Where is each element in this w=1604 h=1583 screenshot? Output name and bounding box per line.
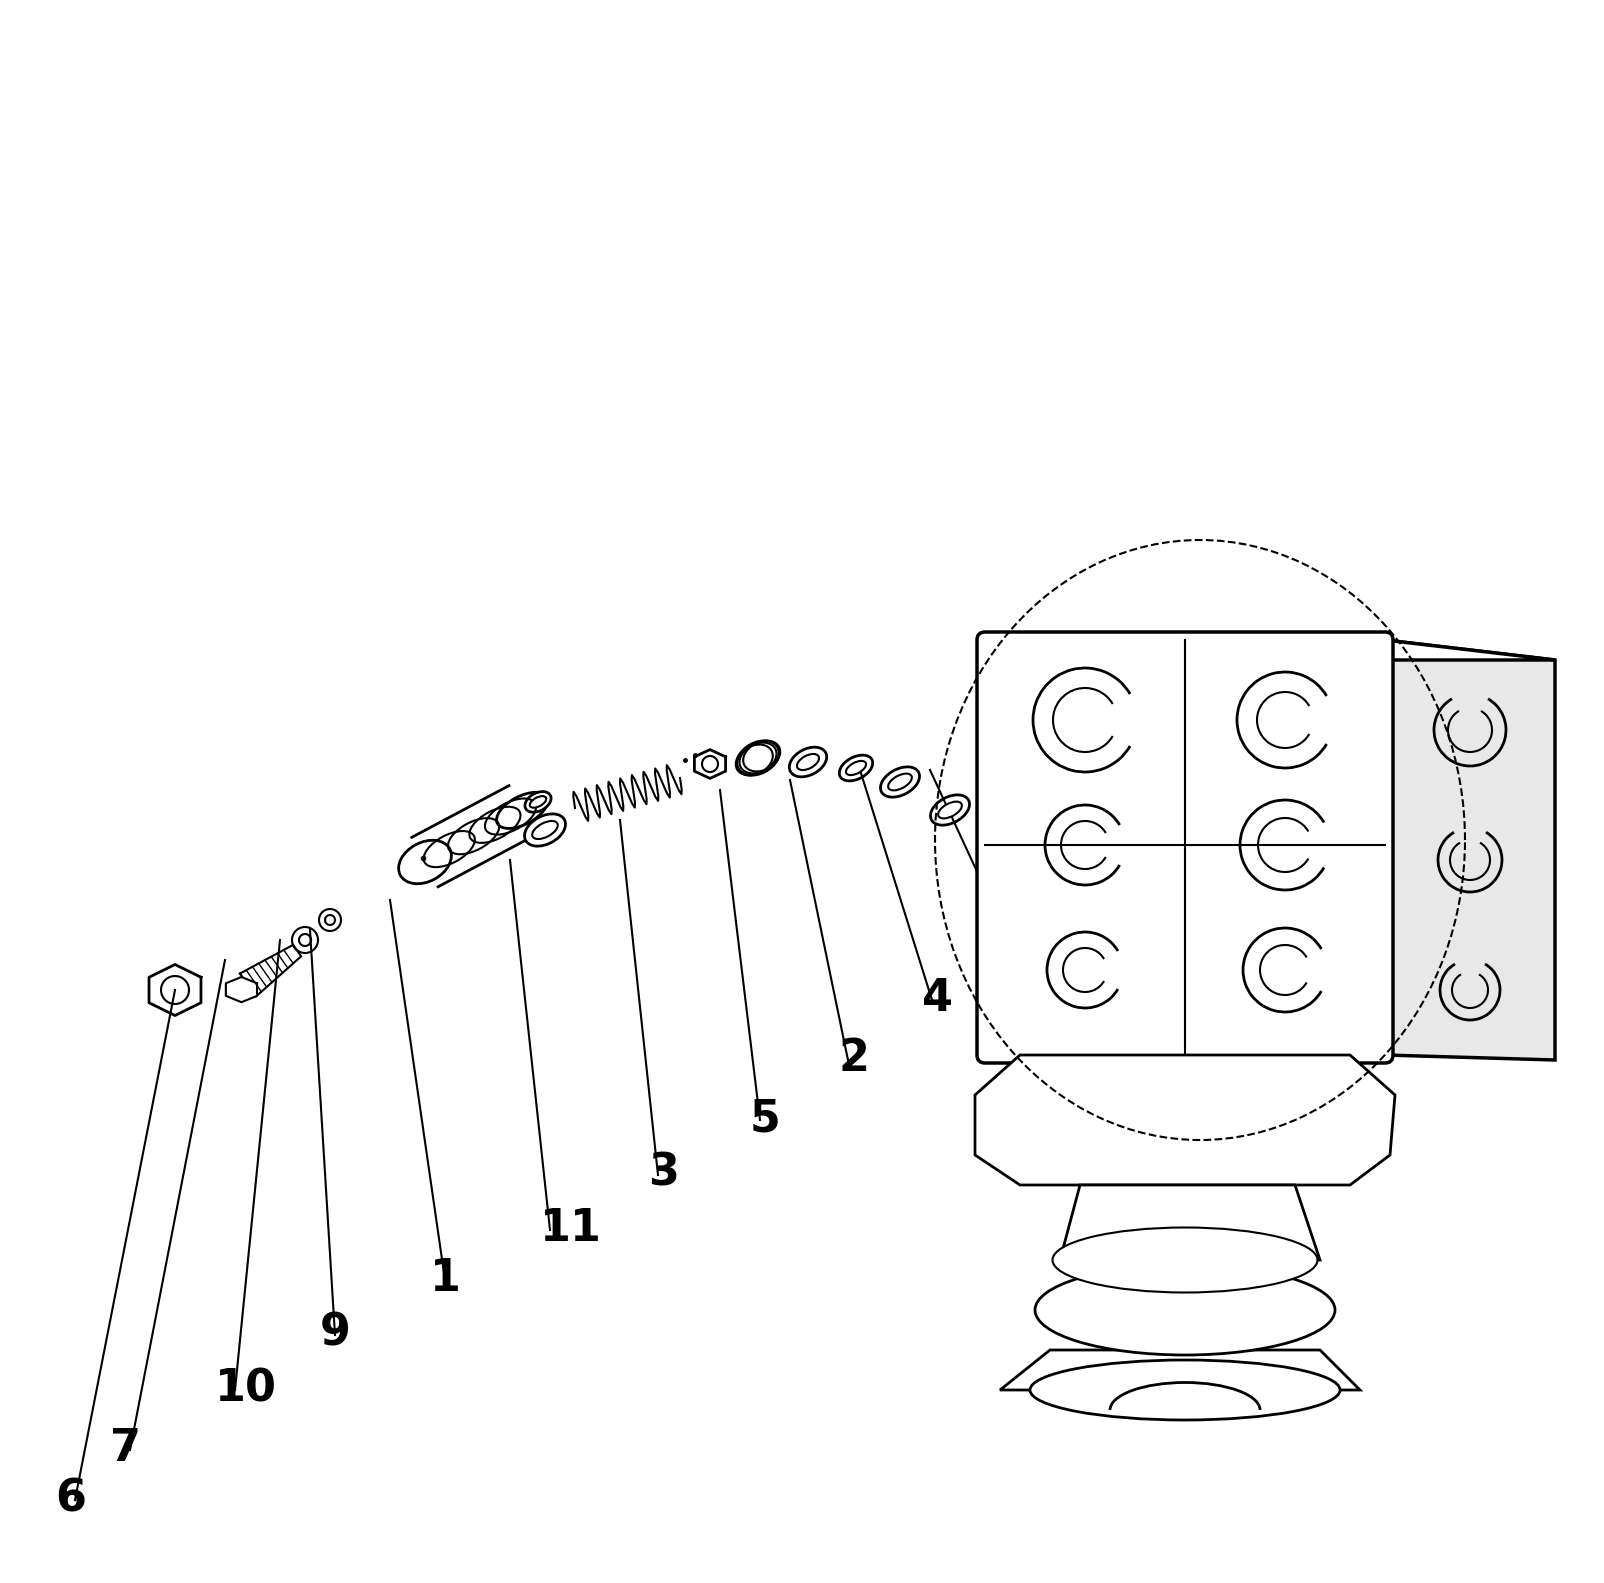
Ellipse shape — [839, 755, 873, 780]
Ellipse shape — [525, 792, 552, 812]
Polygon shape — [1060, 1186, 1320, 1260]
Polygon shape — [985, 640, 1554, 660]
Ellipse shape — [845, 761, 866, 776]
Text: 11: 11 — [541, 1206, 602, 1251]
Text: 8: 8 — [999, 907, 1031, 950]
Ellipse shape — [789, 747, 826, 777]
Polygon shape — [695, 750, 725, 779]
Text: 12: 12 — [1044, 845, 1107, 888]
Ellipse shape — [399, 841, 451, 883]
Ellipse shape — [1052, 1227, 1317, 1292]
Polygon shape — [241, 945, 302, 996]
Polygon shape — [412, 785, 536, 886]
Text: 10: 10 — [215, 1368, 277, 1410]
Text: 1: 1 — [430, 1257, 460, 1300]
Text: 6: 6 — [55, 1477, 87, 1520]
Ellipse shape — [525, 814, 566, 845]
Ellipse shape — [1030, 1360, 1339, 1420]
Ellipse shape — [797, 754, 820, 769]
FancyBboxPatch shape — [977, 632, 1392, 1064]
Ellipse shape — [533, 822, 558, 839]
Polygon shape — [999, 1350, 1360, 1390]
Polygon shape — [975, 1054, 1395, 1186]
Polygon shape — [1384, 640, 1554, 1061]
Polygon shape — [149, 964, 200, 1016]
Text: 3: 3 — [648, 1152, 678, 1195]
Text: 8: 8 — [1084, 777, 1116, 820]
Ellipse shape — [881, 766, 919, 798]
Text: 7: 7 — [111, 1426, 141, 1471]
Text: 4: 4 — [922, 977, 953, 1019]
Ellipse shape — [497, 793, 547, 828]
Text: 5: 5 — [751, 1097, 781, 1140]
Ellipse shape — [889, 774, 913, 790]
Ellipse shape — [938, 801, 962, 818]
Ellipse shape — [930, 795, 969, 825]
Ellipse shape — [736, 741, 780, 776]
Polygon shape — [226, 977, 257, 1002]
Text: 9: 9 — [321, 1312, 351, 1355]
Text: 2: 2 — [837, 1037, 869, 1080]
Ellipse shape — [529, 796, 547, 807]
Ellipse shape — [1035, 1265, 1335, 1355]
